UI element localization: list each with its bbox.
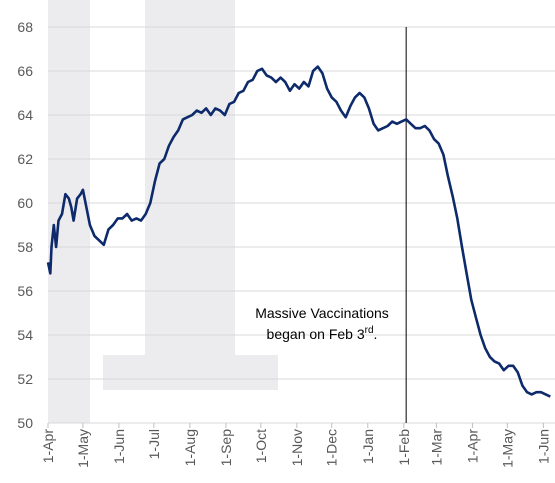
x-tick-label: 1-Dec — [324, 429, 340, 466]
x-tick-label: 1-Jun — [111, 429, 127, 464]
x-tick-label: 1-Jul — [146, 429, 162, 459]
x-tick-label: 1-Mar — [428, 429, 444, 466]
x-tick-label: 1-Sep — [218, 429, 234, 467]
y-tick-label: 56 — [17, 283, 33, 299]
y-tick-label: 54 — [17, 327, 33, 343]
annotation-sup: rd — [365, 325, 374, 336]
y-tick-label: 62 — [17, 151, 33, 167]
y-tick-label: 66 — [17, 63, 33, 79]
watermark — [48, 0, 278, 423]
y-tick-label: 52 — [17, 371, 33, 387]
x-tick-label: 1-Aug — [182, 429, 198, 466]
y-tick-label: 60 — [17, 195, 33, 211]
x-tick-label: 1-Feb — [396, 429, 412, 466]
annotation-line: began on Feb 3rd. — [267, 325, 378, 342]
x-tick-label: 1-Apr — [464, 429, 480, 464]
x-tick-label: 1-May — [499, 429, 515, 468]
y-tick-label: 64 — [17, 107, 33, 123]
y-tick-label: 68 — [17, 19, 33, 35]
line-series — [46, 65, 551, 398]
x-tick-label: 1-May — [75, 429, 91, 468]
x-tick-label: 1-Oct — [253, 429, 269, 463]
x-tick-label: 1-Nov — [289, 429, 305, 466]
y-tick-label: 58 — [17, 239, 33, 255]
annotation-text: . — [374, 326, 378, 342]
annotation-text: began on Feb 3 — [267, 326, 365, 342]
x-tick-label: 1-Apr — [40, 429, 56, 464]
y-tick-label: 50 — [17, 415, 33, 431]
annotation-line: Massive Vaccinations — [255, 305, 389, 321]
x-tick-label: 1-Jan — [360, 429, 376, 464]
x-tick-label: 1-Jun — [535, 429, 551, 464]
